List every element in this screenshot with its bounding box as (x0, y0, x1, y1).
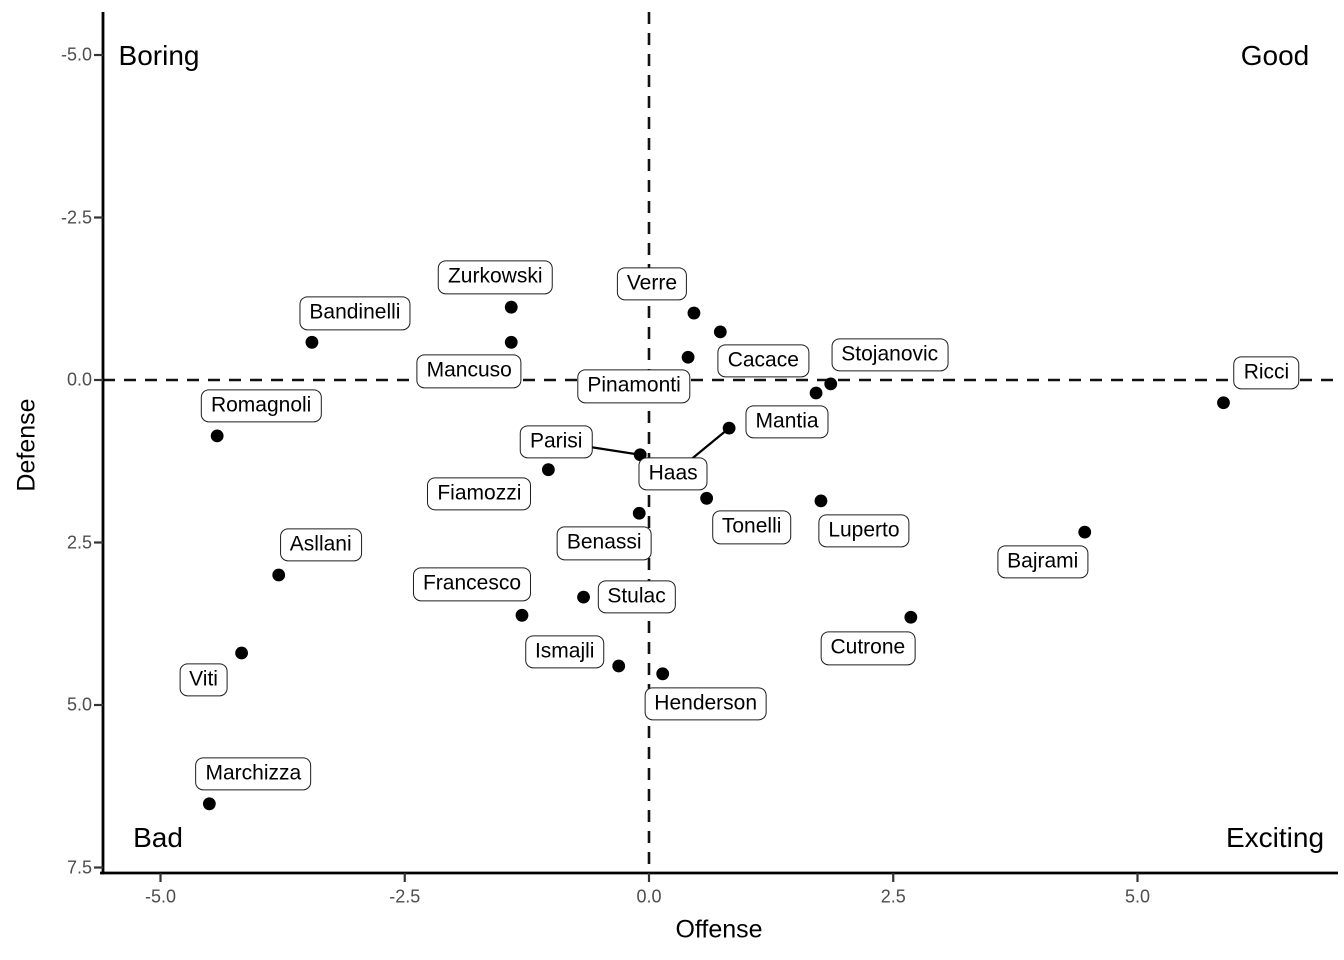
data-point-pinamonti (681, 350, 695, 364)
point-label-bajrami: Bajrami (997, 545, 1089, 579)
point-label-cacace: Cacace (717, 344, 809, 378)
y-tick-label: 0.0 (66, 369, 92, 390)
data-point-mancuso (504, 335, 518, 349)
y-tick-label: -2.5 (60, 207, 92, 227)
data-point-bajrami (1078, 525, 1092, 539)
point-label-fiamozzi: Fiamozzi (427, 477, 532, 511)
data-point-mantia (809, 386, 823, 400)
corner-label-bad: Bad (133, 822, 183, 853)
y-tick-label: -5.0 (60, 44, 92, 65)
point-label-ismajli: Ismajli (524, 635, 605, 669)
point-label-romagnoli: Romagnoli (200, 389, 322, 423)
point-label-mantia: Mantia (745, 405, 829, 439)
data-point-asllani (272, 568, 286, 582)
x-tick-label: 0.0 (636, 886, 662, 907)
data-point-tonelli (700, 491, 714, 505)
corner-label-good: Good (1240, 40, 1310, 71)
data-point-viti (235, 646, 248, 660)
data-point-stojanovic (824, 377, 838, 391)
point-label-mancuso: Mancuso (416, 354, 522, 388)
point-label-benassi: Benassi (556, 526, 652, 560)
point-label-haas: Haas (638, 457, 708, 491)
point-label-luperto: Luperto (818, 514, 910, 548)
y-tick-label: 7.5 (66, 857, 92, 877)
point-label-tonelli: Tonelli (711, 510, 792, 544)
data-point-fiamozzi (541, 463, 555, 477)
point-label-ricci: Ricci (1233, 356, 1300, 390)
data-point-marchizza (202, 797, 216, 811)
x-tick-label: 2.5 (880, 886, 906, 907)
x-tick-label: -5.0 (144, 886, 177, 907)
point-label-parisi: Parisi (519, 425, 593, 459)
data-point-ricci (1217, 396, 1230, 410)
data-point-stulac (577, 590, 590, 604)
data-point-francesco (515, 608, 529, 622)
data-point-verre (687, 306, 701, 320)
point-label-marchizza: Marchizza (195, 757, 312, 791)
y-axis-title: Defense (12, 398, 41, 492)
corner-label-boring: Boring (118, 40, 200, 71)
point-label-stulac: Stulac (597, 580, 676, 614)
data-point-romagnoli (210, 429, 224, 443)
x-tick-label: 5.0 (1124, 886, 1151, 907)
y-tick-label: 2.5 (66, 532, 92, 552)
point-label-zurkowski: Zurkowski (437, 260, 553, 294)
point-label-pinamonti: Pinamonti (577, 369, 691, 403)
point-label-viti: Viti (179, 663, 228, 697)
data-point-cutrone (904, 610, 918, 624)
point-label-asllani: Asllani (279, 528, 362, 562)
point-label-bandinelli: Bandinelli (299, 296, 411, 330)
data-point-ismajli (612, 659, 626, 673)
point-label-stojanovic: Stojanovic (831, 338, 949, 372)
x-axis-title: Offense (675, 915, 763, 944)
data-point-henderson (656, 667, 670, 681)
data-point-bandinelli (305, 335, 319, 349)
data-point-zurkowski (504, 300, 518, 314)
y-tick-label: 5.0 (66, 694, 92, 715)
data-point-luperto (814, 494, 828, 508)
point-label-henderson: Henderson (644, 687, 768, 721)
point-label-francesco: Francesco (412, 567, 532, 601)
data-point-benassi (632, 506, 646, 520)
x-tick-label: -2.5 (389, 886, 421, 907)
data-point-cacace (713, 325, 727, 339)
point-label-verre: Verre (616, 267, 688, 301)
point-label-cutrone: Cutrone (820, 631, 916, 665)
corner-label-exciting: Exciting (1225, 822, 1325, 853)
data-point-haas (722, 421, 736, 435)
